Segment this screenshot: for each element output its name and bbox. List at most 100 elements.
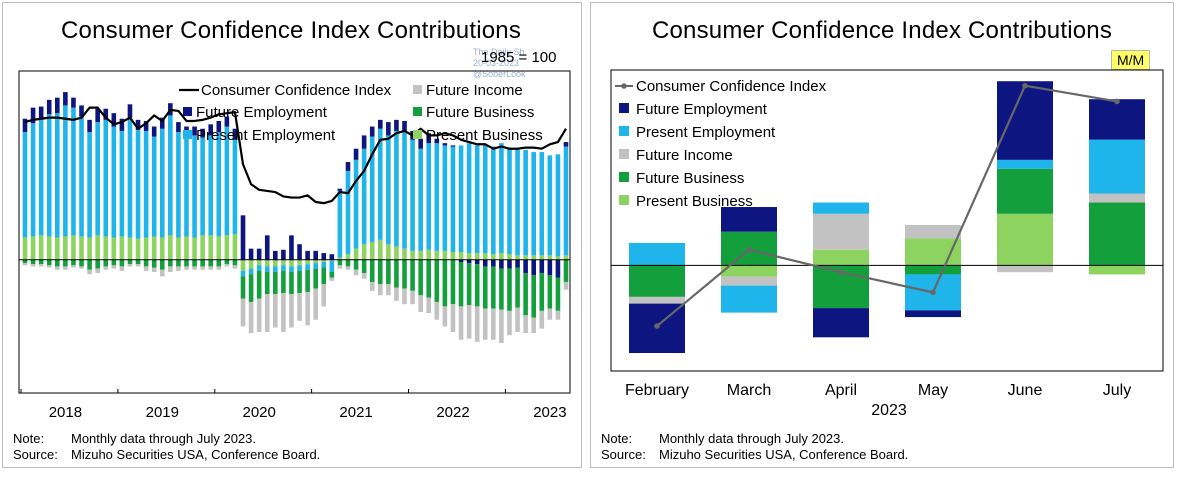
x-tick-label-2021: 2021 (339, 404, 372, 421)
legend-swatch-present-employment (619, 126, 629, 136)
bar-future-employment (813, 308, 869, 338)
bar-future-business (192, 259, 197, 267)
left-chart-svg: 2018 2019 2020 2021 2022 2023 Consumer Confide… (18, 70, 571, 421)
bar-future-business (377, 259, 383, 285)
bar-future-employment (95, 108, 100, 123)
bar-future-business (402, 259, 407, 289)
bar-future-employment (111, 113, 117, 127)
bar-future-employment (531, 259, 536, 276)
bar-future-income (491, 308, 496, 340)
bar-future-income (30, 264, 36, 267)
bar-future-employment (450, 145, 456, 147)
bar-future-business (450, 259, 456, 305)
bar-present-business (273, 259, 278, 267)
bar-present-business (38, 235, 44, 260)
bar-future-income (168, 266, 173, 272)
bar-present-business (135, 238, 141, 260)
bar-present-employment (629, 242, 685, 266)
bar-future-employment (208, 124, 214, 136)
bar-future-business (55, 259, 60, 267)
bar-present-business (111, 237, 117, 260)
bar-present-business (264, 259, 270, 267)
bar-future-business (629, 265, 685, 297)
bar-future-income (410, 290, 415, 305)
bar-future-business (119, 259, 125, 267)
bar-future-business (905, 265, 961, 275)
x-tick-label-2022: 2022 (436, 404, 469, 421)
legend-label-future-business: Future Business (636, 170, 744, 187)
bar-future-business (482, 266, 488, 309)
bar-future-employment (200, 128, 205, 138)
bar-future-income (208, 266, 214, 270)
bar-future-income (119, 266, 125, 271)
bar-future-income (361, 273, 367, 279)
bar-future-business (22, 259, 28, 264)
bar-future-employment (491, 259, 496, 267)
bar-future-income (482, 308, 488, 340)
index-point (654, 323, 660, 329)
bar-future-business (264, 271, 270, 295)
bar-present-business (555, 256, 561, 260)
right-note-text: Monthly data through July 2023. (659, 431, 845, 446)
bar-future-income (63, 266, 68, 270)
index-point (746, 246, 752, 253)
x-tick-label-2018: 2018 (49, 404, 82, 421)
bar-future-income (297, 293, 302, 321)
bar-future-employment (240, 215, 246, 260)
bar-present-business (127, 237, 133, 260)
bar-future-business (337, 259, 343, 266)
bar-present-business (103, 236, 109, 260)
bar-present-employment (119, 130, 125, 237)
legend-swatch-future-business (619, 172, 629, 182)
bar-present-business (248, 259, 254, 269)
bar-present-employment (208, 135, 214, 236)
bar-present-employment (248, 268, 254, 275)
bar-future-employment (103, 108, 109, 120)
bar-future-business (216, 259, 222, 267)
bar-present-employment (515, 148, 520, 256)
bar-future-employment (369, 126, 375, 137)
bar-future-employment (248, 248, 254, 260)
bar-present-employment (184, 136, 189, 237)
left-note: Note: Monthly data through July 2023. Sou… (13, 431, 320, 463)
bar-future-income (22, 263, 28, 266)
bar-future-employment (353, 148, 359, 160)
bar-present-employment (369, 136, 375, 242)
bar-future-income (1089, 193, 1145, 203)
x-tick-label-june: June (1008, 382, 1043, 399)
bar-future-income (240, 298, 246, 327)
bar-future-income (224, 264, 230, 267)
bar-present-business (410, 250, 415, 260)
bar-future-income (499, 309, 504, 344)
bar-future-income (127, 264, 133, 267)
bar-future-employment (563, 142, 569, 147)
bar-present-employment (394, 130, 399, 247)
bar-future-business (507, 268, 512, 311)
bar-future-income (103, 266, 109, 270)
bar-present-business (523, 255, 528, 260)
bar-present-employment (159, 128, 165, 238)
bar-future-income (905, 224, 961, 239)
bar-present-business (30, 236, 36, 260)
bar-future-income (507, 310, 512, 336)
bar-present-business (143, 237, 149, 260)
bar-future-employment (143, 120, 149, 131)
bar-future-income (329, 277, 335, 281)
bar-future-income (345, 266, 351, 270)
bar-present-business (297, 259, 302, 266)
bar-future-employment (321, 253, 327, 260)
bar-future-employment (499, 259, 504, 269)
bar-present-employment (192, 135, 197, 238)
bar-present-employment (30, 123, 36, 237)
bar-future-business (273, 271, 278, 295)
bar-future-business (176, 259, 181, 267)
bar-present-business (547, 255, 553, 260)
bar-future-business (539, 273, 545, 311)
x-axis-label: 2023 (871, 402, 907, 419)
plot-frame (18, 70, 571, 394)
bar-future-income (95, 268, 100, 274)
bar-present-business (208, 235, 214, 260)
bar-present-business (386, 244, 391, 260)
bar-future-business (515, 267, 520, 308)
bar-present-employment (232, 139, 238, 235)
